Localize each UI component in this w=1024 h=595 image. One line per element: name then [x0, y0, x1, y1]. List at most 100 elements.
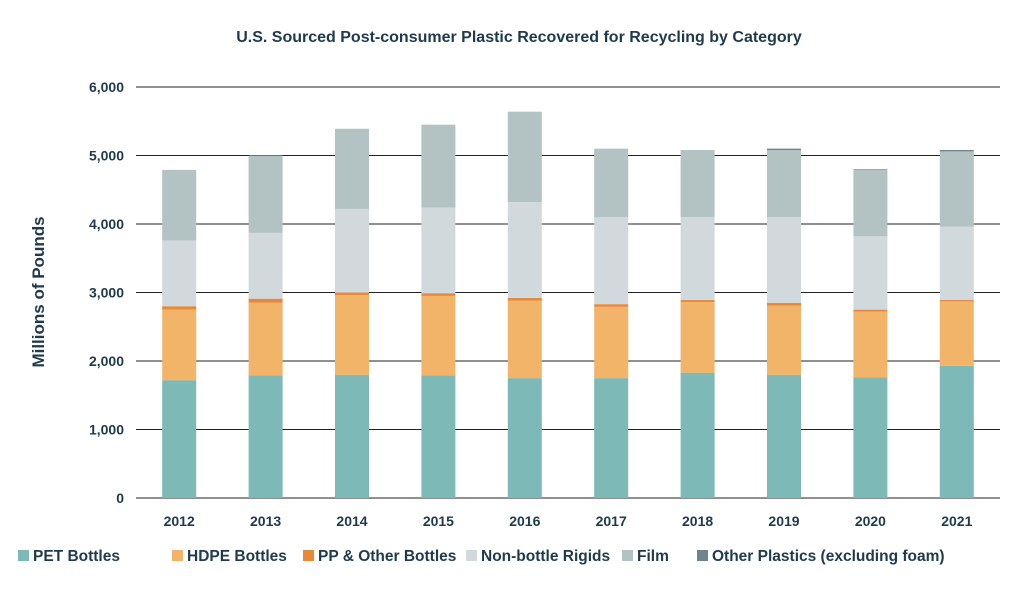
- bar-segment: [853, 311, 888, 378]
- bar-segment: [767, 150, 801, 218]
- bar-segment: [680, 217, 715, 301]
- bar-segment: [162, 240, 197, 307]
- bar-segment: [507, 111, 542, 203]
- bar-segment: [335, 208, 369, 293]
- bar-segment: [767, 305, 801, 375]
- bar-stack-2012: [162, 169, 197, 498]
- bar-segment: [335, 292, 369, 296]
- x-tick-label: 2014: [336, 513, 367, 529]
- legend-label: PET Bottles: [33, 548, 120, 565]
- x-tick-label: 2021: [941, 513, 972, 529]
- bar-segment: [507, 202, 542, 298]
- bar-segment: [594, 304, 629, 307]
- legend-swatch: [622, 550, 633, 561]
- legend-swatch: [303, 550, 314, 561]
- bar-segment: [248, 298, 283, 303]
- bar-segment: [507, 378, 542, 498]
- bar-segment: [248, 155, 283, 233]
- bar-segment: [507, 300, 542, 379]
- bar-segment: [162, 169, 197, 241]
- chart-title: U.S. Sourced Post-consumer Plastic Recov…: [236, 29, 802, 46]
- bar-segment: [335, 295, 369, 375]
- legend-swatch: [697, 550, 708, 561]
- legend-swatch: [172, 550, 183, 561]
- legend-item: PP & Other Bottles: [303, 548, 456, 565]
- y-tick-label: 5,000: [89, 148, 124, 164]
- bar-stack-2020: [853, 169, 888, 498]
- legend-label: HDPE Bottles: [187, 548, 287, 565]
- bar-segment: [335, 128, 369, 209]
- bar-segment: [767, 302, 801, 306]
- bar-segment: [939, 300, 974, 302]
- bar-segment: [594, 378, 629, 498]
- y-axis-label: Millions of Pounds: [29, 216, 48, 367]
- bar-segment: [853, 377, 888, 498]
- bar-segment: [248, 302, 283, 376]
- bar-segment: [594, 217, 629, 305]
- bar-stack-2014: [335, 128, 369, 498]
- legend-item: HDPE Bottles: [172, 548, 287, 565]
- bar-stack-2016: [507, 111, 542, 498]
- bar-segment: [853, 309, 888, 312]
- bar-segment: [939, 151, 974, 227]
- legend-label: PP & Other Bottles: [318, 548, 456, 565]
- bar-segment: [939, 301, 974, 366]
- legend-swatch: [18, 550, 29, 561]
- bar-segment: [767, 148, 801, 151]
- bar-segment: [853, 236, 888, 310]
- x-tick-label: 2017: [596, 513, 627, 529]
- bar-stack-2018: [680, 150, 715, 498]
- bar-segment: [507, 297, 542, 301]
- bar-segment: [853, 169, 888, 237]
- bar-stack-2021: [939, 150, 974, 498]
- bar-segment: [680, 372, 715, 498]
- x-tick-label: 2013: [250, 513, 281, 529]
- bar-stack-2019: [767, 148, 801, 498]
- bar-segment: [162, 380, 197, 498]
- bar-segment: [680, 302, 715, 373]
- bar-segment: [162, 309, 197, 381]
- x-tick-label: 2012: [164, 513, 195, 529]
- bar-segment: [421, 124, 456, 208]
- bar-segment: [162, 306, 197, 310]
- legend-item: Film: [622, 548, 669, 565]
- bar-segment: [680, 150, 715, 218]
- x-tick-label: 2019: [768, 513, 799, 529]
- y-tick-label: 2,000: [89, 353, 124, 369]
- y-tick-label: 0: [116, 490, 124, 506]
- legend-item: Other Plastics (excluding foam): [697, 548, 945, 565]
- y-tick-label: 6,000: [89, 79, 124, 95]
- bar-segment: [594, 148, 629, 218]
- legend-item: PET Bottles: [18, 548, 120, 565]
- y-tick-label: 3,000: [89, 285, 124, 301]
- y-tick-label: 4,000: [89, 216, 124, 232]
- y-axis-ticks: 0 1,000 2,000 3,000 4,000 5,000 6,000: [89, 79, 124, 506]
- bar-segment: [248, 375, 283, 498]
- legend-item: Non-bottle Rigids: [466, 548, 610, 565]
- bar-stack-2013: [248, 155, 283, 498]
- x-tick-label: 2016: [509, 513, 540, 529]
- legend: PET Bottles HDPE Bottles PP & Other Bottle…: [18, 548, 945, 565]
- x-tick-label: 2015: [423, 513, 454, 529]
- bar-segment: [939, 365, 974, 498]
- bars: [162, 111, 974, 498]
- bar-stack-2017: [594, 148, 629, 498]
- bar-segment: [421, 375, 456, 498]
- x-tick-label: 2020: [855, 513, 886, 529]
- bar-segment: [767, 217, 801, 303]
- bar-segment: [853, 169, 888, 170]
- bar-segment: [248, 232, 283, 299]
- bar-segment: [594, 306, 629, 379]
- bar-segment: [939, 150, 974, 152]
- bar-stack-2015: [421, 124, 456, 498]
- legend-label: Non-bottle Rigids: [481, 548, 610, 565]
- bar-segment: [421, 295, 456, 376]
- bar-segment: [767, 374, 801, 498]
- bar-segment: [335, 374, 369, 498]
- legend-label: Other Plastics (excluding foam): [712, 548, 945, 565]
- bar-segment: [939, 226, 974, 301]
- x-axis-ticks: 2012 2013 2014 2015 2016 2017 2018 2019 2020 2021: [164, 513, 973, 529]
- bar-segment: [421, 293, 456, 296]
- bar-segment: [680, 300, 715, 303]
